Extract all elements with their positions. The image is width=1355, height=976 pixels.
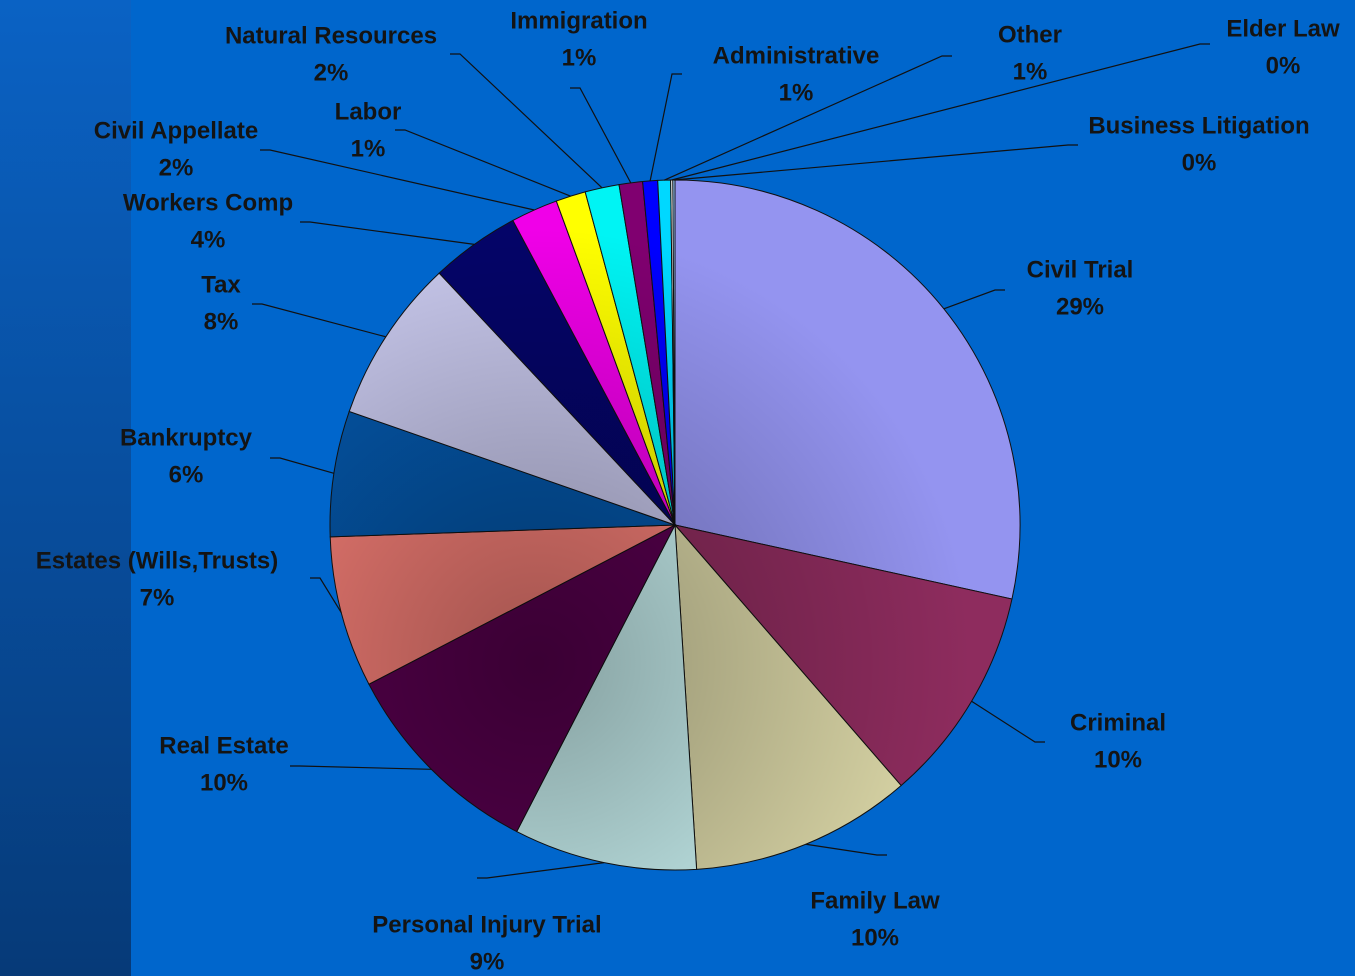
slice-label: Civil Appellate [94,117,258,144]
leader-line [260,149,535,211]
slice-label: Civil Trial [1027,256,1134,283]
slice-value-label: 0% [1182,149,1217,176]
slice-label: Estates (Wills,Trusts) [36,547,279,574]
slice-value-label: 10% [200,769,248,796]
slice-label: Elder Law [1226,15,1340,42]
slice-value-label: 29% [1056,293,1104,320]
slice-value-label: 1% [562,44,597,71]
slice-value-label: 1% [779,79,814,106]
slice-value-label: 1% [1013,58,1048,85]
leader-line [395,129,571,197]
slice-label: Personal Injury Trial [372,911,601,938]
slice-label: Workers Comp [123,189,293,216]
leader-line [943,289,1005,310]
slice-value-label: 4% [191,226,226,253]
slice-value-label: 10% [1094,746,1142,773]
leader-line [649,73,682,182]
slice-value-label: 8% [204,308,239,335]
slice-label: Bankruptcy [120,424,253,451]
slice-label: Natural Resources [225,22,437,49]
side-strip [0,0,131,976]
leader-line [477,862,605,879]
slice-value-label: 9% [470,948,505,975]
slice-value-label: 6% [169,461,204,488]
slice-label: Business Litigation [1088,112,1309,139]
leader-line [290,765,432,770]
leader-line [450,53,603,189]
leader-line [673,144,1078,181]
leader-line [671,43,1210,181]
slice-label: Tax [201,271,241,298]
slice-value-label: 7% [140,584,175,611]
slice-label: Criminal [1070,709,1166,736]
slice-label: Labor [335,98,402,125]
leader-line [252,303,386,338]
slice-value-label: 2% [314,59,349,86]
leader-line [300,221,475,245]
slice-value-label: 2% [159,154,194,181]
slice-label: Administrative [713,42,880,69]
slice-value-label: 10% [851,924,899,951]
slice-label: Family Law [810,887,940,914]
slice-value-label: 0% [1266,52,1301,79]
slice-label: Real Estate [159,732,288,759]
leader-line [663,55,952,181]
leader-line [270,457,335,474]
slice-label: Immigration [510,7,647,34]
leader-line [971,700,1045,743]
leader-line [570,87,632,184]
leader-line [805,843,887,856]
leader-line [310,577,342,614]
slice-label: Other [998,21,1062,48]
slice-value-label: 1% [351,135,386,162]
